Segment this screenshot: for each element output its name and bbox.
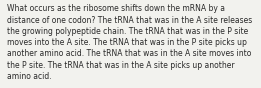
- Text: What occurs as the ribosome shifts down the mRNA by a
distance of one codon? The: What occurs as the ribosome shifts down …: [7, 4, 252, 81]
